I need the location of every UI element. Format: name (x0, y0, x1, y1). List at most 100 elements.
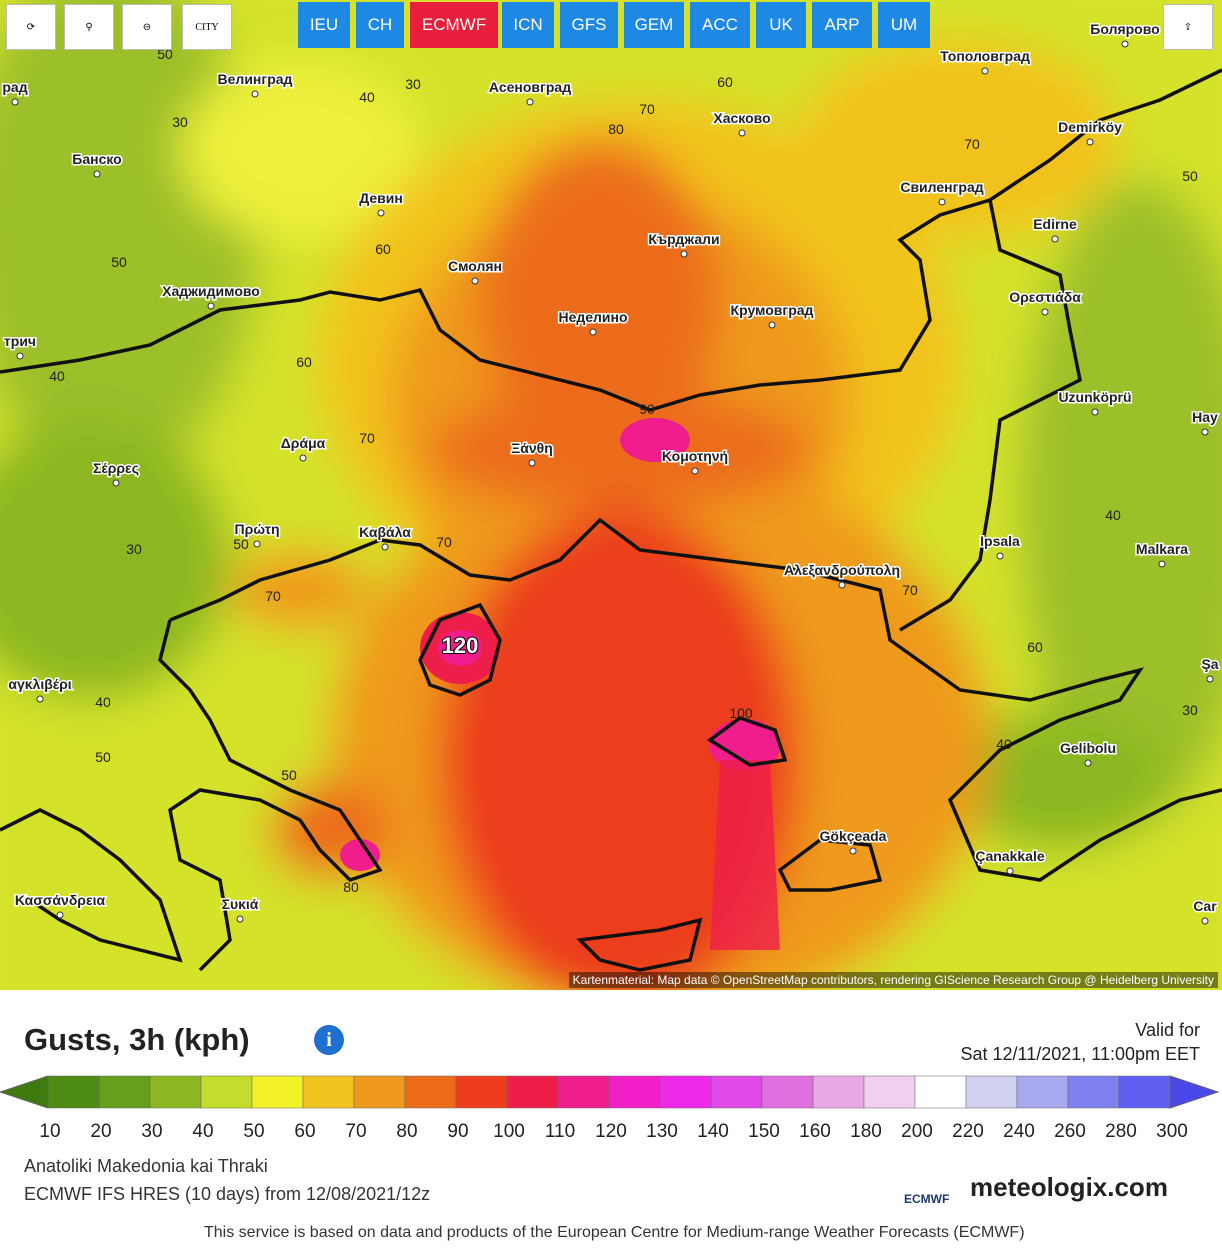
contour-label: 40 (95, 694, 111, 710)
place-label: Edirne (1033, 216, 1077, 232)
scale-tick-label: 100 (493, 1121, 525, 1142)
scale-tick-label: 180 (850, 1121, 882, 1142)
color-scale: 10 20 30 40 50 60 70 80 90 100 110 120 130 140 150 160 1… (0, 1075, 1220, 1142)
model-tab[interactable]: CH (356, 2, 404, 48)
scale-bin (506, 1075, 559, 1109)
model-tab[interactable]: ACC (690, 2, 750, 48)
scale-bin (47, 1075, 100, 1109)
scale-tick-label: 20 (90, 1121, 111, 1142)
place-label: Malkara (1136, 541, 1188, 557)
place-dot (528, 459, 536, 467)
scale-bin (761, 1075, 814, 1109)
city-button[interactable]: CITY (182, 4, 232, 50)
scale-bin (608, 1075, 661, 1109)
contour-label: 100 (729, 705, 753, 721)
scale-tick-label: 240 (1003, 1121, 1035, 1142)
scale-tick-label: 90 (447, 1121, 468, 1142)
place-dot (1121, 40, 1129, 48)
place-label: Велинград (218, 71, 293, 87)
place-dot (1041, 308, 1049, 316)
place-label: Ορεστιάδα (1009, 289, 1081, 305)
model-tab[interactable]: GFS (560, 2, 618, 48)
valid-date: Sat 12/11/2021, 11:00pm EET (960, 1044, 1201, 1064)
scale-tick-label: 80 (396, 1121, 417, 1142)
place-label: Şa (1201, 656, 1218, 672)
place-label: Смолян (448, 258, 502, 274)
model-tab[interactable]: IEU (298, 2, 350, 48)
place-dot (93, 170, 101, 178)
place-dot (1201, 917, 1209, 925)
place-dot (1206, 675, 1214, 683)
place-label: Car (1193, 898, 1217, 914)
place-dot (299, 454, 307, 462)
place-dot (381, 543, 389, 551)
map-labels: рад Велинград Асеновград Тополовград Боляров… (1, 20, 1220, 925)
place-label: Девин (359, 190, 403, 206)
contour-label: 50 (111, 254, 127, 270)
scale-bin (149, 1075, 202, 1109)
scale-tick-label: 200 (901, 1121, 933, 1142)
contour-label: 90 (639, 401, 655, 417)
scale-tick-label: 130 (646, 1121, 678, 1142)
contour-label: 30 (172, 114, 188, 130)
region: Anatoliki Makedonia kai Thraki (24, 1156, 268, 1176)
contour-label: 40 (996, 736, 1012, 752)
place-label: Καβάλα (359, 524, 411, 540)
contour-label: 50 (95, 749, 111, 765)
location-button[interactable]: ⚲ (64, 4, 114, 50)
scale-bin (251, 1075, 304, 1109)
place-dot (236, 915, 244, 923)
scale-tick-label: 120 (595, 1121, 627, 1142)
scale-end-high (1169, 1075, 1220, 1109)
scale-end-low (0, 1075, 49, 1109)
contour-label: 70 (964, 136, 980, 152)
place-dot (981, 67, 989, 75)
model-tab[interactable]: ARP (812, 2, 872, 48)
scale-bin (1067, 1075, 1120, 1109)
contour-label: 70 (359, 430, 375, 446)
scale-bin (863, 1075, 916, 1109)
field (0, 0, 1222, 990)
place-dot (1158, 560, 1166, 568)
map[interactable]: рад Велинград Асеновград Тополовград Боляров… (0, 0, 1222, 990)
legend-title: Gusts, 3h (kph) (24, 1022, 250, 1057)
contour-label: 80 (343, 879, 359, 895)
scale-bin (353, 1075, 406, 1109)
info-button[interactable]: i (314, 1025, 344, 1055)
scale-bin (455, 1075, 508, 1109)
zoom-button[interactable]: ⊖ (122, 4, 172, 50)
model-info: ECMWF IFS HRES (10 days) from 12/08/2021… (24, 1184, 431, 1204)
contour-label: 60 (375, 241, 391, 257)
model-tab[interactable]: UM (878, 2, 930, 48)
place-dot (1084, 759, 1092, 767)
contour-label: 120 (442, 633, 479, 658)
contour-label: 70 (436, 534, 452, 550)
meteologix-logo: meteologix.com (970, 1172, 1168, 1202)
scale-tick-label: 30 (141, 1121, 162, 1142)
place-dot (253, 540, 261, 548)
place-label: Ξάνθη (511, 440, 553, 456)
place-label: Неделино (558, 309, 627, 325)
share-button[interactable]: ⇪ (1163, 4, 1213, 50)
model-tab[interactable]: UK (756, 2, 806, 48)
place-label: Hay (1192, 409, 1218, 425)
place-label: Σέρρες (93, 460, 139, 476)
contour-label: 50 (281, 767, 297, 783)
contour-label: 30 (405, 76, 421, 92)
place-dot (938, 198, 946, 206)
model-tab[interactable]: ICN (502, 2, 554, 48)
place-dot (112, 479, 120, 487)
place-label: αγκλιβέρι (8, 676, 71, 692)
place-dot (471, 277, 479, 285)
place-label: Συκιά (222, 896, 259, 912)
place-dot (1201, 428, 1209, 436)
reload-button[interactable]: ⟳ (6, 4, 56, 50)
place-label: Gökçeada (820, 828, 887, 844)
place-dot (207, 302, 215, 310)
model-tab[interactable]: ECMWF (410, 2, 498, 48)
place-label: трич (4, 333, 36, 349)
model-tab[interactable]: GEM (624, 2, 684, 48)
scale-bin (1118, 1075, 1171, 1109)
scale-bin (710, 1075, 763, 1109)
scale-tick-label: 110 (545, 1121, 575, 1142)
